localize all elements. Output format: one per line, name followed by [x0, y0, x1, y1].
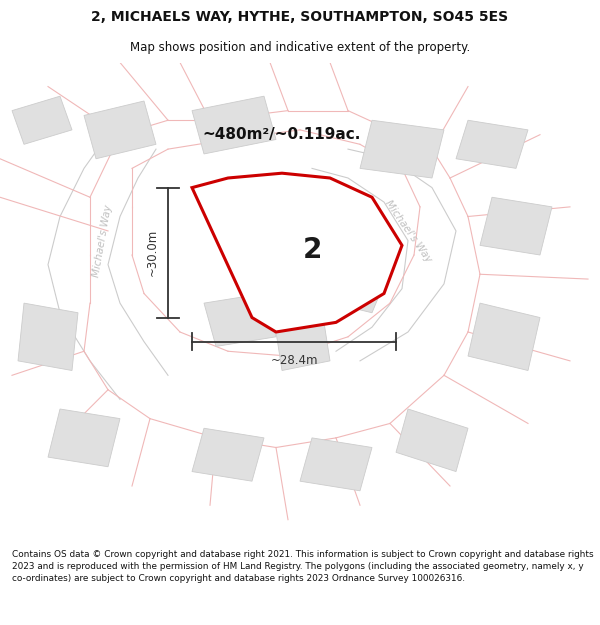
Polygon shape — [48, 409, 120, 467]
Polygon shape — [360, 120, 444, 178]
Polygon shape — [12, 96, 72, 144]
Text: Michael's Way: Michael's Way — [91, 204, 113, 278]
Text: 2: 2 — [302, 236, 322, 264]
PathPatch shape — [192, 173, 402, 332]
Polygon shape — [300, 438, 372, 491]
Text: ~30.0m: ~30.0m — [146, 229, 159, 276]
Polygon shape — [396, 409, 468, 471]
Polygon shape — [18, 303, 78, 371]
Text: ~480m²/~0.119ac.: ~480m²/~0.119ac. — [203, 127, 361, 142]
Polygon shape — [312, 255, 390, 312]
Polygon shape — [468, 303, 540, 371]
Polygon shape — [192, 428, 264, 481]
Polygon shape — [84, 101, 156, 159]
Polygon shape — [192, 96, 276, 154]
Text: Map shows position and indicative extent of the property.: Map shows position and indicative extent… — [130, 41, 470, 54]
Polygon shape — [204, 294, 276, 346]
Text: ~28.4m: ~28.4m — [270, 354, 318, 367]
Text: Contains OS data © Crown copyright and database right 2021. This information is : Contains OS data © Crown copyright and d… — [12, 550, 593, 583]
Polygon shape — [456, 120, 528, 168]
Text: Michael's Way: Michael's Way — [383, 198, 433, 264]
Polygon shape — [276, 322, 330, 371]
Polygon shape — [480, 198, 552, 255]
Text: 2, MICHAELS WAY, HYTHE, SOUTHAMPTON, SO45 5ES: 2, MICHAELS WAY, HYTHE, SOUTHAMPTON, SO4… — [91, 10, 509, 24]
